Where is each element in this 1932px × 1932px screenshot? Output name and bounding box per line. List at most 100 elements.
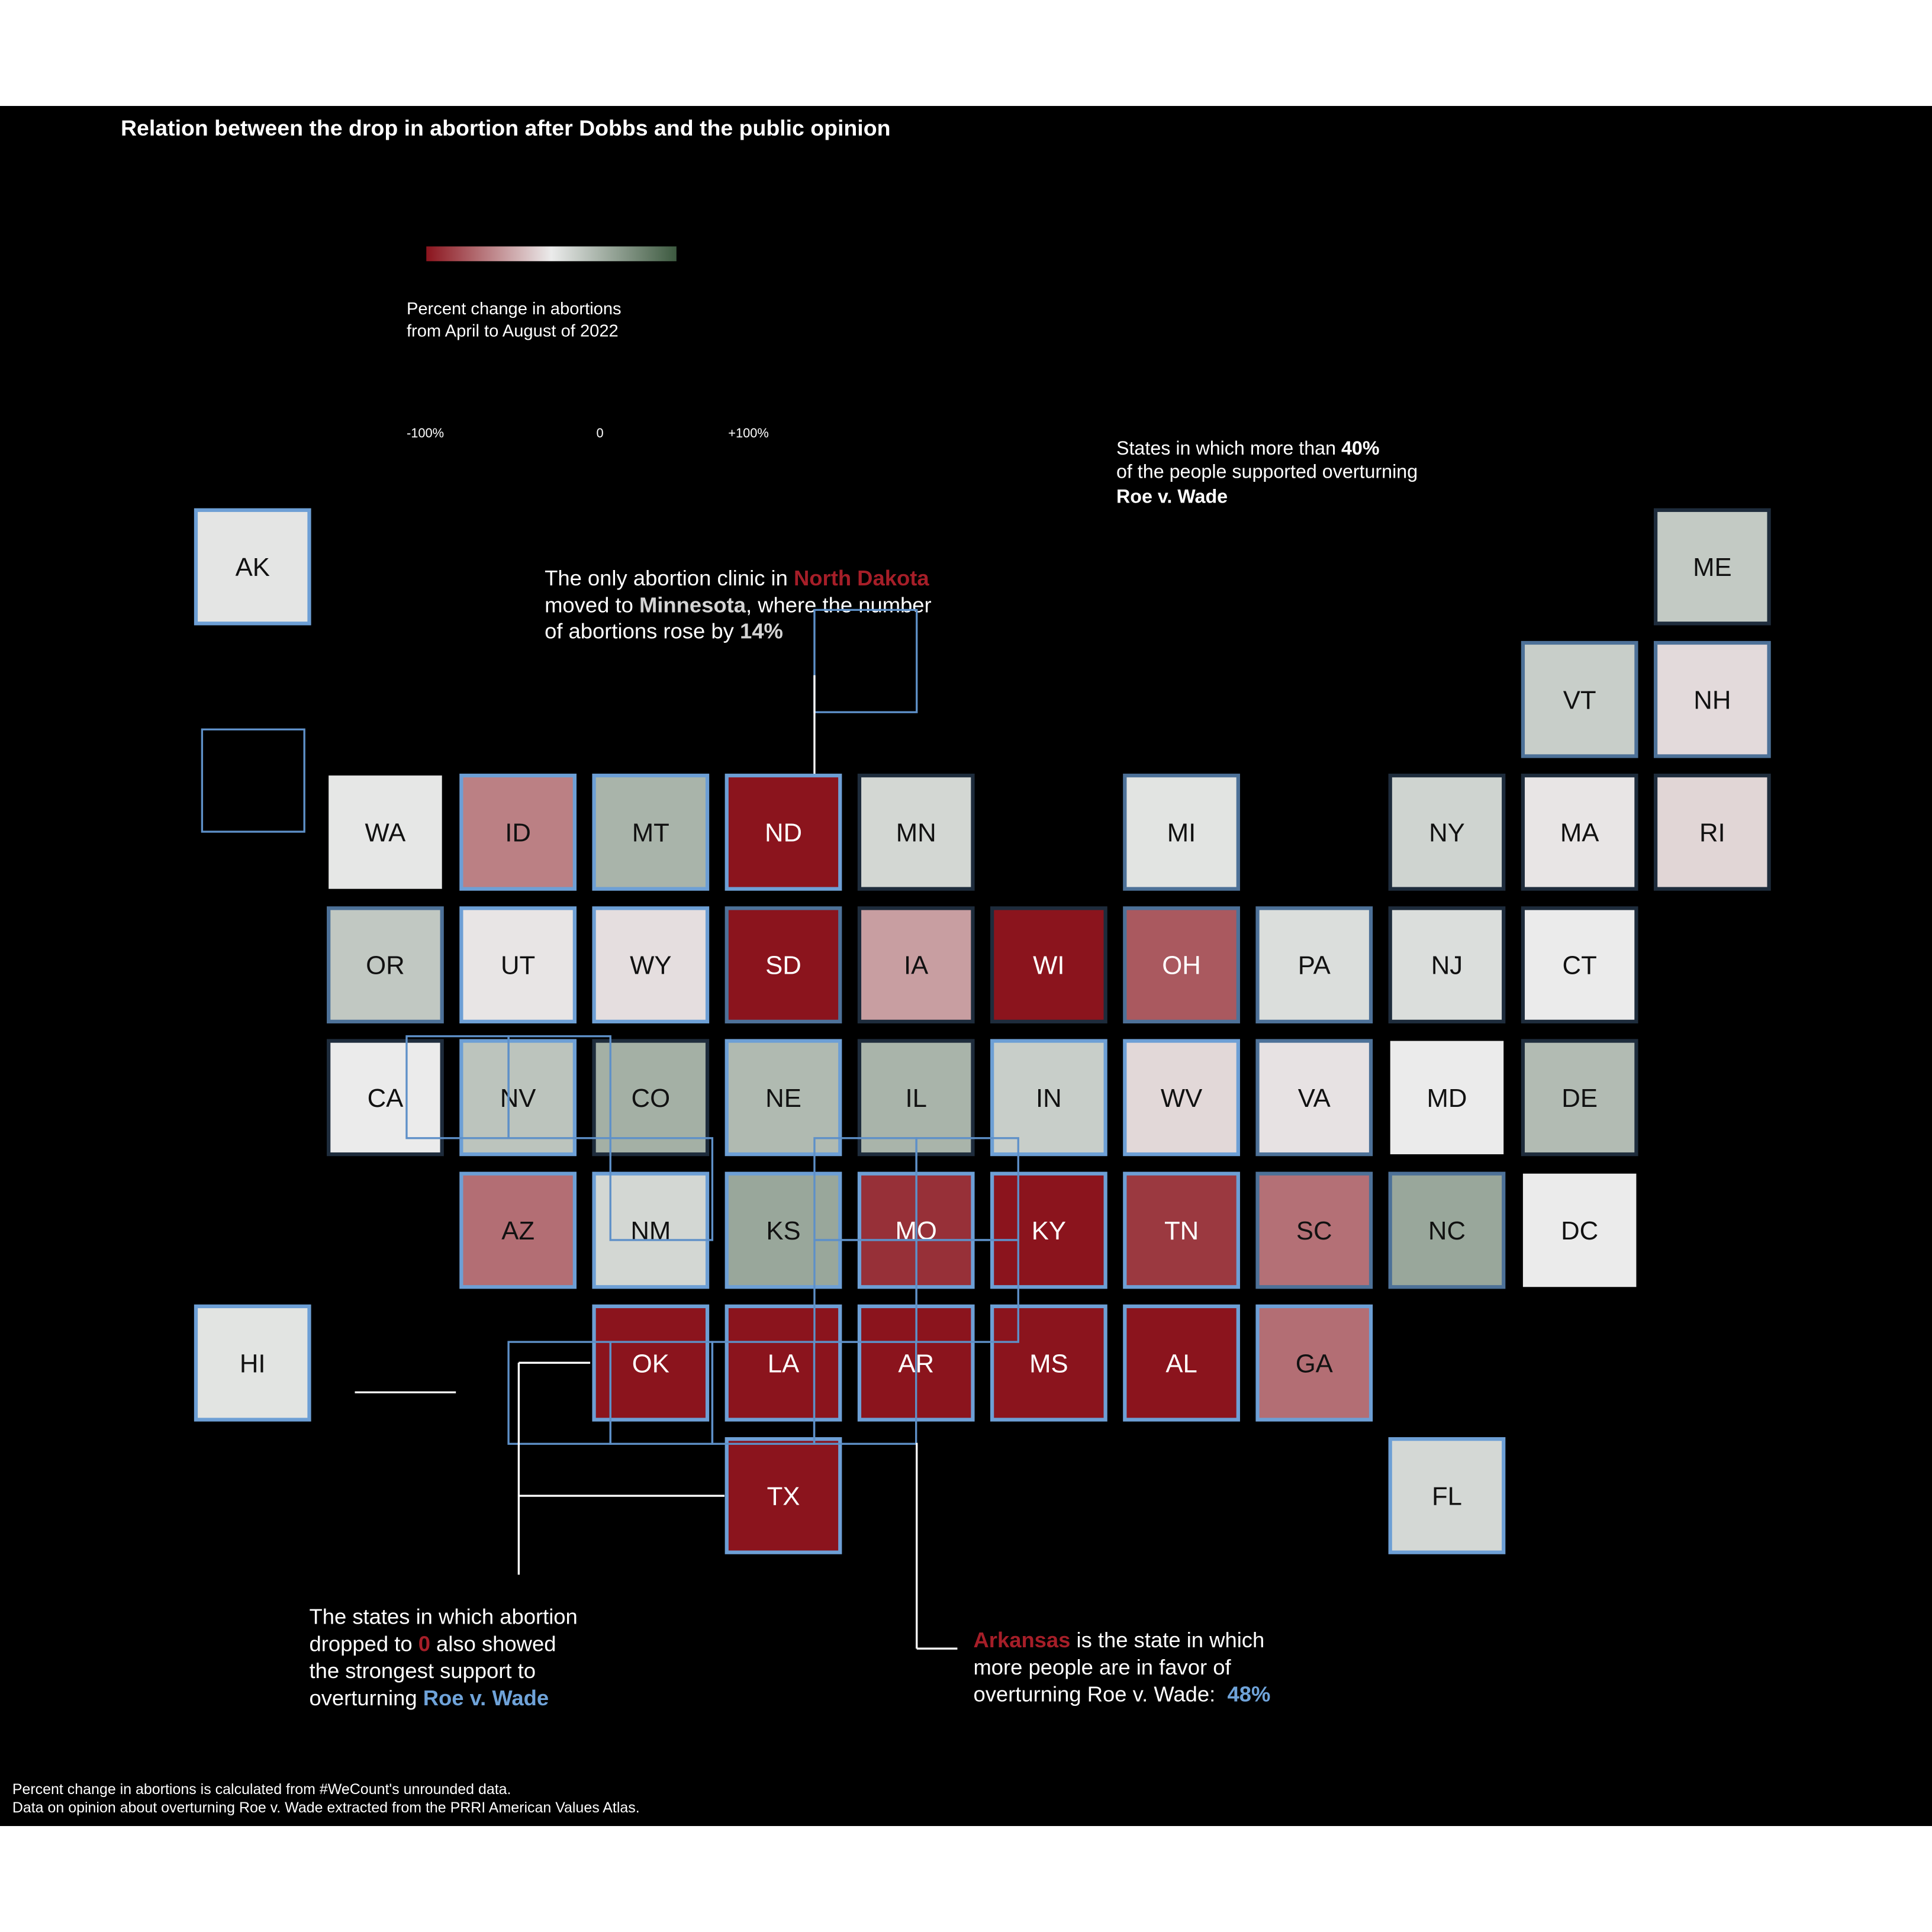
tile-label: HI bbox=[240, 1349, 266, 1378]
footnotes: Percent change in abortions is calculate… bbox=[12, 1781, 640, 1816]
zero-drop-annotation: The states in which abortion dropped to … bbox=[309, 1605, 577, 1710]
zero-note-zero: 0 bbox=[418, 1631, 430, 1656]
tile-label: KS bbox=[766, 1216, 800, 1245]
support-annotation: States in which more than 40% of the peo… bbox=[1116, 437, 1418, 507]
nd-note-line-3: of abortions rose by 14% bbox=[545, 619, 783, 643]
tile-ky: KY bbox=[990, 1171, 1107, 1289]
tile-label: MT bbox=[632, 819, 669, 848]
tile-md: MD bbox=[1390, 1041, 1504, 1155]
legend-title-line-1: Percent change in abortions bbox=[407, 300, 622, 318]
tile-label: MD bbox=[1427, 1084, 1467, 1113]
tile-hi: HI bbox=[194, 1304, 311, 1422]
tile-ga: GA bbox=[1255, 1304, 1373, 1422]
tile-label: WA bbox=[365, 819, 407, 848]
tile-nh: NH bbox=[1653, 640, 1771, 758]
tile-ut: UT bbox=[459, 906, 577, 1024]
tile-fill bbox=[1522, 1173, 1637, 1287]
tile-fill bbox=[724, 1171, 842, 1289]
tile-ia: IA bbox=[857, 906, 975, 1024]
tile-label: MI bbox=[1167, 819, 1196, 848]
ar-note-percent: 48% bbox=[1227, 1682, 1270, 1706]
tile-label: ID bbox=[505, 819, 531, 848]
tile-label: SD bbox=[765, 951, 801, 980]
tile-label: CO bbox=[632, 1084, 671, 1113]
tile-fill bbox=[592, 774, 710, 891]
legend: Percent change in abortions from April t… bbox=[407, 246, 769, 440]
support-note-threshold: 40% bbox=[1341, 437, 1380, 459]
tile-label: KY bbox=[1032, 1216, 1066, 1245]
tile-ct: CT bbox=[1521, 906, 1638, 1024]
state-tiles: AK ME VT NH WA ID MT ND MN MI NY MA RI OR UT WY SD IA WI OH… bbox=[194, 508, 1771, 1554]
tile-fill bbox=[1521, 906, 1638, 1024]
tile-label: NY bbox=[1429, 819, 1465, 848]
ar-note-line-2: more people are in favor of bbox=[973, 1655, 1231, 1679]
tile-fill bbox=[327, 906, 444, 1024]
tile-al: AL bbox=[1123, 1304, 1240, 1422]
zero-note-text: also showed bbox=[430, 1631, 556, 1656]
tile-fill bbox=[459, 1039, 577, 1157]
tile-ri: RI bbox=[1653, 774, 1771, 891]
ar-note-text: overturning Roe v. Wade: bbox=[973, 1682, 1227, 1706]
tile-fill bbox=[459, 1171, 577, 1289]
tile-de: DE bbox=[1521, 1039, 1638, 1157]
tile-mn: MN bbox=[857, 774, 975, 891]
nd-note-text: of abortions rose by bbox=[545, 619, 740, 643]
tile-fill bbox=[857, 906, 975, 1024]
tile-fill bbox=[724, 1039, 842, 1157]
outline-square bbox=[609, 1137, 714, 1241]
support-note-text: States in which more than bbox=[1116, 437, 1341, 459]
tile-il: IL bbox=[857, 1039, 975, 1157]
tile-fill bbox=[459, 774, 577, 891]
tile-label: WI bbox=[1033, 951, 1064, 980]
tile-label: IN bbox=[1036, 1084, 1062, 1113]
zero-note-roe-v-wade: Roe v. Wade bbox=[423, 1686, 549, 1710]
tile-wi: WI bbox=[990, 906, 1107, 1024]
tile-fill bbox=[1653, 774, 1771, 891]
tile-fill bbox=[1521, 774, 1638, 891]
tile-fill bbox=[724, 1304, 842, 1422]
tile-vt: VT bbox=[1521, 640, 1638, 758]
tile-fill bbox=[1123, 906, 1240, 1024]
tile-label: SC bbox=[1296, 1216, 1332, 1245]
tile-label: IL bbox=[905, 1084, 926, 1113]
tile-label: RI bbox=[1699, 819, 1725, 848]
tile-fill bbox=[1521, 1039, 1638, 1157]
tile-oh: OH bbox=[1123, 906, 1240, 1024]
tile-label: LA bbox=[768, 1349, 800, 1378]
tile-nv: NV bbox=[459, 1039, 577, 1157]
tile-fill bbox=[1255, 1171, 1373, 1289]
tile-label: DE bbox=[1561, 1084, 1598, 1113]
tile-label: IA bbox=[904, 951, 929, 980]
tile-fill bbox=[592, 1171, 710, 1289]
tile-fill bbox=[1388, 1437, 1506, 1554]
tile-fill bbox=[990, 1039, 1107, 1157]
tile-sd: SD bbox=[724, 906, 842, 1024]
zero-note-line-2: dropped to 0 also showed bbox=[309, 1631, 556, 1656]
tile-label: ME bbox=[1693, 553, 1732, 582]
tile-label: ND bbox=[765, 819, 802, 848]
tile-fill bbox=[1388, 906, 1506, 1024]
support-note-line-1: States in which more than 40% bbox=[1116, 437, 1380, 459]
tile-tn: TN bbox=[1123, 1171, 1240, 1289]
chart-title: Relation between the drop in abortion af… bbox=[121, 115, 890, 140]
outline-square bbox=[201, 728, 305, 833]
tile-ca: CA bbox=[327, 1039, 444, 1157]
tile-label: FL bbox=[1432, 1482, 1462, 1511]
zero-note-line-3: the strongest support to bbox=[309, 1659, 536, 1683]
tile-label: VA bbox=[1298, 1084, 1331, 1113]
zero-note-line-1: The states in which abortion bbox=[309, 1605, 577, 1629]
nd-note-north-dakota: North Dakota bbox=[794, 566, 929, 590]
tile-wy: WY bbox=[592, 906, 710, 1024]
tile-dc: DC bbox=[1522, 1173, 1637, 1287]
tile-fill bbox=[724, 774, 842, 891]
nd-note-line-2: moved to Minnesota, where the number bbox=[545, 593, 932, 617]
tile-nd: ND bbox=[724, 774, 842, 891]
tile-fill bbox=[1653, 508, 1771, 626]
north-dakota-annotation: The only abortion clinic in North Dakota… bbox=[545, 566, 932, 643]
support-note-line-2: of the people supported overturning bbox=[1116, 461, 1418, 482]
tile-fill bbox=[592, 1039, 710, 1157]
outline-square bbox=[915, 1239, 1019, 1343]
tile-label: PA bbox=[1298, 951, 1331, 980]
tile-fill bbox=[1123, 774, 1240, 891]
legend-color-bar bbox=[426, 246, 677, 262]
